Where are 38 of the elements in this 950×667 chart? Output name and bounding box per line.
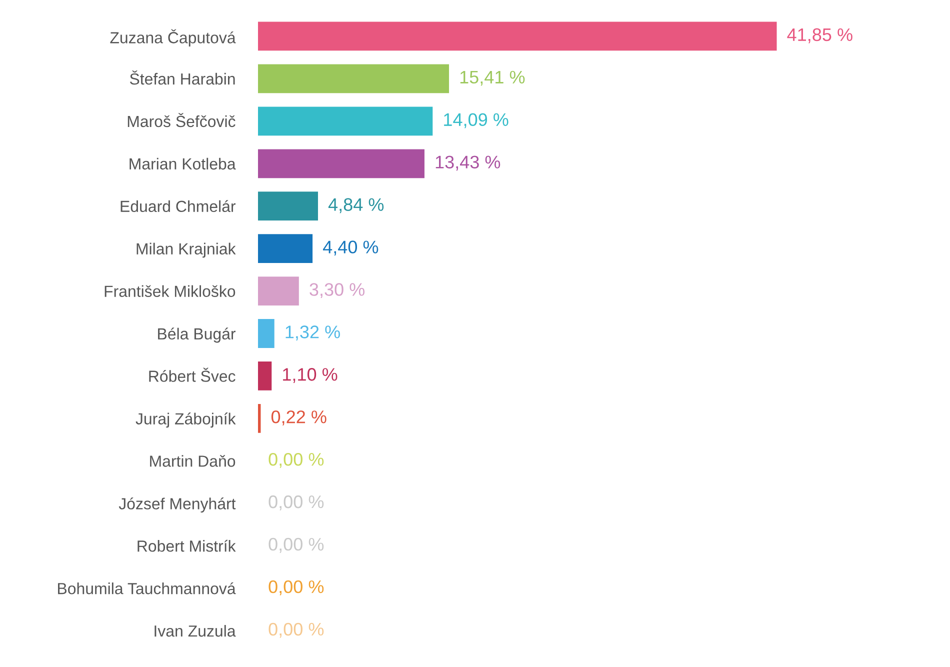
data-label: 0,00 % <box>268 580 324 596</box>
y-tick-label: Marian Kotleba <box>130 158 236 170</box>
bar <box>258 64 450 94</box>
y-tick-label: József Menyhárt <box>118 497 236 513</box>
data-label: 0,00 % <box>268 452 324 468</box>
bar <box>258 149 424 178</box>
bar <box>258 106 433 136</box>
y-tick-label: Milan Krajniak <box>136 242 236 258</box>
data-label: 1,32 % <box>286 326 340 340</box>
data-label: 1,10 % <box>283 368 338 383</box>
data-label: 3,30 % <box>310 283 365 298</box>
y-tick-label: Ivan Zuzula <box>154 624 236 637</box>
y-tick-label: Róbert Švec <box>149 368 236 382</box>
data-label: 0,00 % <box>268 622 324 638</box>
y-tick-label: Martin Daňo <box>150 455 236 467</box>
bar <box>258 234 313 264</box>
bar <box>258 192 318 221</box>
y-tick-label: Maroš Šefčovič <box>128 112 236 128</box>
y-tick-label: Štefan Harabin <box>130 70 235 85</box>
y-tick-label: Juraj Zábojník <box>136 412 236 428</box>
y-tick-label: Eduard Chmelár <box>120 200 236 212</box>
data-label: 0,22 % <box>271 410 326 426</box>
y-tick-label: Bohumila Tauchmannová <box>58 582 236 594</box>
bar <box>258 276 299 306</box>
data-label: 15,41 % <box>460 70 525 86</box>
y-tick-label: František Mikloško <box>104 285 236 297</box>
bar <box>258 22 777 51</box>
y-tick-label: Robert Mistrík <box>138 540 236 552</box>
bar <box>258 404 261 433</box>
data-label: 14,09 % <box>444 113 508 128</box>
data-label: 41,85 % <box>787 28 852 44</box>
y-tick-label: Béla Bugár <box>158 328 236 343</box>
data-label: 4,84 % <box>328 198 384 214</box>
data-label: 4,40 % <box>322 240 378 256</box>
y-tick-label: Zuzana Čaputová <box>110 29 236 47</box>
bar <box>258 319 274 348</box>
data-label: 13,43 % <box>436 156 500 171</box>
bar <box>258 362 272 390</box>
